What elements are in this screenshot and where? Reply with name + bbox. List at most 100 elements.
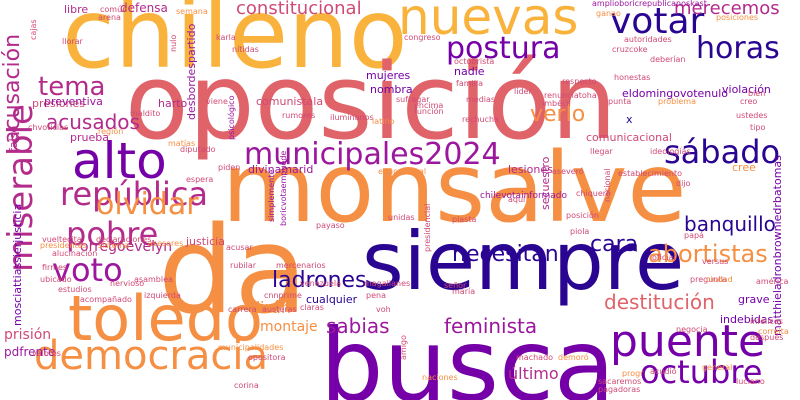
word-cajas: cajas bbox=[29, 19, 38, 40]
word-prision: prisión bbox=[4, 327, 52, 343]
word-semana: semana bbox=[176, 7, 208, 16]
word-psicologico: psicológico bbox=[227, 95, 236, 140]
word-monsalve: monsalve bbox=[222, 132, 687, 244]
word-payaso: payaso bbox=[316, 221, 345, 230]
word-cnnprime: cnnprime bbox=[264, 291, 302, 300]
word-progr: progr bbox=[622, 369, 644, 378]
word-familia: familia bbox=[456, 79, 484, 88]
word-carrera: carrera bbox=[228, 305, 257, 314]
word-piola: piola bbox=[570, 227, 590, 236]
word-luciano: luciano bbox=[736, 377, 765, 386]
word-violacion: violación bbox=[722, 83, 771, 96]
word-voto: voto bbox=[52, 251, 123, 289]
word-encima: encima bbox=[414, 101, 444, 110]
word-creo: creo bbox=[740, 97, 758, 106]
word-acompanado: acompañado bbox=[80, 295, 132, 304]
word-acusar: acusar bbox=[226, 243, 253, 252]
word-pregunta: pregunta bbox=[690, 275, 727, 284]
word-ganao: ganao bbox=[596, 9, 621, 18]
word-libre: libre bbox=[64, 3, 89, 16]
word-magallanes: magallanes bbox=[364, 279, 411, 288]
word-valores: valores bbox=[32, 349, 61, 358]
word-piden: piden bbox=[218, 163, 241, 172]
word-lider: líder bbox=[514, 87, 532, 96]
word-estudios: estudios bbox=[58, 285, 92, 294]
word-autoridades: autoridades bbox=[624, 35, 672, 44]
word-destitucion: destitución bbox=[604, 290, 715, 314]
word-nadie: nadie bbox=[454, 65, 485, 78]
word-deberian: deberían bbox=[650, 55, 686, 64]
word-comun: común bbox=[100, 5, 128, 14]
word-papa: papá bbox=[684, 231, 704, 240]
word-simplemente: simplemente bbox=[267, 169, 276, 222]
word-verlo: verlo bbox=[530, 102, 586, 127]
word-grave: grave bbox=[738, 293, 770, 306]
word-pdfrente: pdfrente bbox=[4, 345, 56, 359]
word-oposicion: oposición bbox=[125, 41, 617, 163]
word-chilevotainformado: chilevotainformado bbox=[480, 191, 567, 201]
word-despues: después bbox=[750, 333, 784, 342]
word-corina: corina bbox=[234, 381, 259, 390]
word-justicia: justicia bbox=[186, 235, 225, 248]
word-honestas: honestas bbox=[614, 73, 651, 82]
word-maldito: maldito bbox=[130, 109, 161, 118]
word-maria: maría bbox=[452, 287, 476, 296]
word-mosciattiassierjusticia: mosciattiassierjusticia bbox=[11, 203, 24, 326]
word-arena: arena bbox=[98, 13, 121, 22]
word-educacional: educacional bbox=[378, 167, 427, 176]
word-feminista: feminista bbox=[444, 314, 538, 338]
word-vueltecita: vueltecita bbox=[42, 235, 82, 244]
word-acusados: acusados bbox=[46, 110, 140, 134]
word-secuestro: secuestro bbox=[539, 156, 552, 210]
word-america: américa bbox=[756, 277, 789, 286]
word-general: general bbox=[702, 363, 733, 372]
word-congreso: congreso bbox=[404, 33, 441, 42]
word-comunistala: comunistala bbox=[256, 95, 324, 108]
word-democracia: democracia bbox=[34, 333, 269, 379]
word-ideologias: ideologías bbox=[650, 147, 691, 156]
word-versus: versus bbox=[702, 257, 729, 266]
word-establecimiento: establecimiento bbox=[618, 169, 683, 178]
word-ultimo: último bbox=[508, 364, 559, 383]
word-octubrista: octubrista bbox=[454, 57, 495, 66]
word-presiones: presiones bbox=[32, 97, 86, 110]
word-machado: machado bbox=[516, 353, 554, 362]
word-negocia: negocia bbox=[676, 325, 708, 334]
word-divinamarid: divinamarid bbox=[248, 163, 314, 176]
word-banquillo: banquillo bbox=[684, 212, 776, 236]
word-medias: medias bbox=[466, 95, 496, 104]
word-ciudad: ciudad bbox=[706, 275, 733, 284]
word-ustedes: ustedes bbox=[736, 111, 768, 120]
word-declaraciones: declaraciones bbox=[96, 235, 152, 244]
word-aqui: aquí bbox=[508, 195, 526, 204]
word-prueba: prueba bbox=[70, 131, 109, 144]
word-asesores: asesores bbox=[148, 239, 184, 248]
word-siempre: siempre bbox=[362, 215, 685, 308]
word-nuevas: nuevas bbox=[398, 0, 579, 46]
word-izquierda: izquierda bbox=[144, 291, 181, 300]
word-oficial: oficial bbox=[652, 253, 676, 262]
word-montaje: montaje bbox=[260, 319, 318, 335]
word-cara: cara bbox=[590, 232, 639, 257]
word-diran: dirán bbox=[250, 298, 292, 317]
word-amplioboricrepublicanoskast: amplioboricrepublicanoskast bbox=[592, 0, 707, 8]
word-nulo: nulo bbox=[169, 34, 178, 52]
word-claras: claras bbox=[300, 303, 324, 312]
word-chvoticias: chvoticias bbox=[28, 123, 69, 132]
word-asevero: aseveró bbox=[552, 167, 584, 176]
word-matthieladronbrowniedrbatomas: matthieladronbrowniedrbatomas bbox=[771, 155, 784, 336]
word-nitidas: nítidas bbox=[232, 45, 259, 54]
word-ladrones: ladrones bbox=[272, 268, 367, 293]
word-cruzcoke: cruzcoke bbox=[612, 45, 648, 54]
word-imbecil: imbécil bbox=[542, 99, 571, 108]
word-necesitan: necesitan bbox=[452, 242, 559, 267]
word-asamblea: asamblea bbox=[134, 275, 173, 284]
word-iluminanos: iluminanos bbox=[330, 113, 374, 122]
word-orregoevelyn: orregoevelyn bbox=[80, 239, 173, 255]
word-mujeres: mujeres bbox=[366, 69, 411, 82]
word-constitucional: constitucional bbox=[236, 0, 362, 19]
word-naciones: naciones bbox=[422, 373, 458, 382]
word-lesiones: lesiones bbox=[508, 163, 553, 176]
word-presidencial: presidencial bbox=[423, 203, 432, 252]
word-sufragar: sufragar bbox=[396, 95, 430, 104]
